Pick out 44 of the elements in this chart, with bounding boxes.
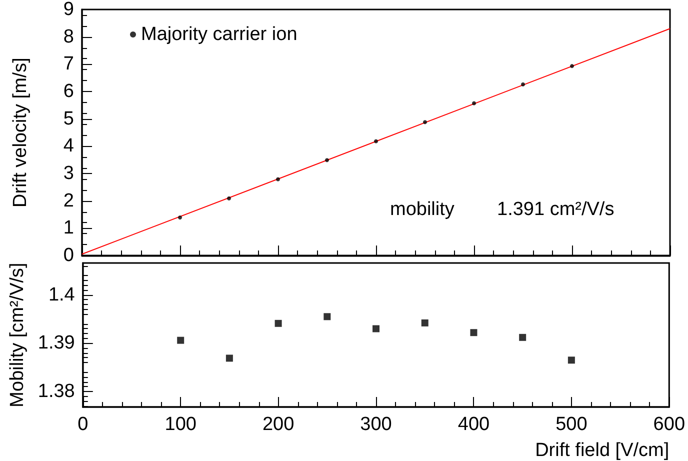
y-tick-label: 1 bbox=[63, 218, 74, 239]
y-tick-label: 5 bbox=[63, 108, 74, 130]
y-tick-label: 8 bbox=[63, 26, 74, 48]
point bbox=[472, 101, 476, 106]
y-axis-title: Drift velocity [m/s] bbox=[10, 58, 31, 208]
y-tick-label: 1.39 bbox=[38, 332, 75, 354]
x-tick-label: 400 bbox=[458, 414, 490, 435]
y-axis-title: Mobility [cm²/V/s] bbox=[7, 262, 28, 408]
x-tick-label: 0 bbox=[78, 414, 88, 435]
y-tick-label: 3 bbox=[63, 163, 74, 184]
point bbox=[325, 158, 329, 162]
point bbox=[372, 325, 380, 332]
x-axis-title: Drift field [V/cm] bbox=[535, 440, 670, 461]
y-tick-label: 4 bbox=[63, 136, 74, 157]
point bbox=[421, 319, 428, 326]
y-tick-label: 7 bbox=[63, 54, 74, 75]
y-tick-label: 2 bbox=[63, 190, 74, 212]
x-tick-label: 300 bbox=[360, 414, 392, 435]
point bbox=[521, 82, 525, 86]
point bbox=[178, 216, 182, 220]
y-tick-label: 6 bbox=[63, 81, 74, 102]
y-tick-label: 0 bbox=[63, 245, 74, 266]
point bbox=[324, 313, 331, 320]
point bbox=[274, 320, 282, 327]
x-tick-label: 500 bbox=[556, 414, 588, 435]
x-tick-label: 600 bbox=[653, 414, 685, 435]
y-tick-label: 9 bbox=[63, 0, 74, 20]
point bbox=[470, 329, 478, 336]
point bbox=[227, 196, 231, 200]
y-tick-label: 1.4 bbox=[48, 284, 76, 306]
point bbox=[570, 64, 574, 68]
x-tick-label: 200 bbox=[262, 414, 294, 435]
legend-label: Majority carrier ion bbox=[141, 24, 298, 45]
y-tick-label: 1.38 bbox=[38, 381, 75, 402]
point bbox=[423, 120, 427, 124]
annotation: mobility bbox=[390, 199, 455, 220]
point bbox=[519, 334, 526, 341]
point bbox=[374, 139, 378, 144]
point bbox=[177, 336, 184, 344]
point bbox=[226, 354, 233, 362]
x-tick-label: 100 bbox=[164, 414, 196, 435]
point bbox=[276, 177, 280, 182]
point bbox=[568, 356, 575, 364]
annotation: 1.391 cm²/V/s bbox=[497, 199, 614, 220]
